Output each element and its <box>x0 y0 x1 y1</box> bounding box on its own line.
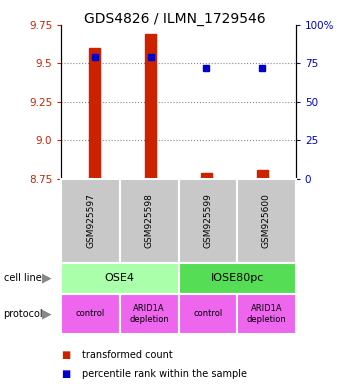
Text: transformed count: transformed count <box>82 350 173 360</box>
Text: ARID1A
depletion: ARID1A depletion <box>246 304 286 324</box>
Text: OSE4: OSE4 <box>105 273 135 283</box>
Text: GSM925600: GSM925600 <box>262 194 271 248</box>
Bar <box>257 170 268 179</box>
Text: GSM925597: GSM925597 <box>86 194 95 248</box>
Text: GSM925598: GSM925598 <box>145 194 154 248</box>
Text: control: control <box>193 310 223 318</box>
Text: GDS4826 / ILMN_1729546: GDS4826 / ILMN_1729546 <box>84 12 266 26</box>
Text: ▶: ▶ <box>42 308 52 320</box>
Text: ■: ■ <box>61 350 70 360</box>
Text: ▶: ▶ <box>42 272 52 285</box>
Bar <box>201 173 212 179</box>
Bar <box>89 48 100 179</box>
Text: IOSE80pc: IOSE80pc <box>210 273 264 283</box>
Text: control: control <box>76 310 105 318</box>
Text: protocol: protocol <box>4 309 43 319</box>
Text: cell line: cell line <box>4 273 41 283</box>
Text: ■: ■ <box>61 369 70 379</box>
Text: percentile rank within the sample: percentile rank within the sample <box>82 369 247 379</box>
Bar <box>145 34 156 179</box>
Text: ARID1A
depletion: ARID1A depletion <box>129 304 169 324</box>
Text: GSM925599: GSM925599 <box>203 194 212 248</box>
